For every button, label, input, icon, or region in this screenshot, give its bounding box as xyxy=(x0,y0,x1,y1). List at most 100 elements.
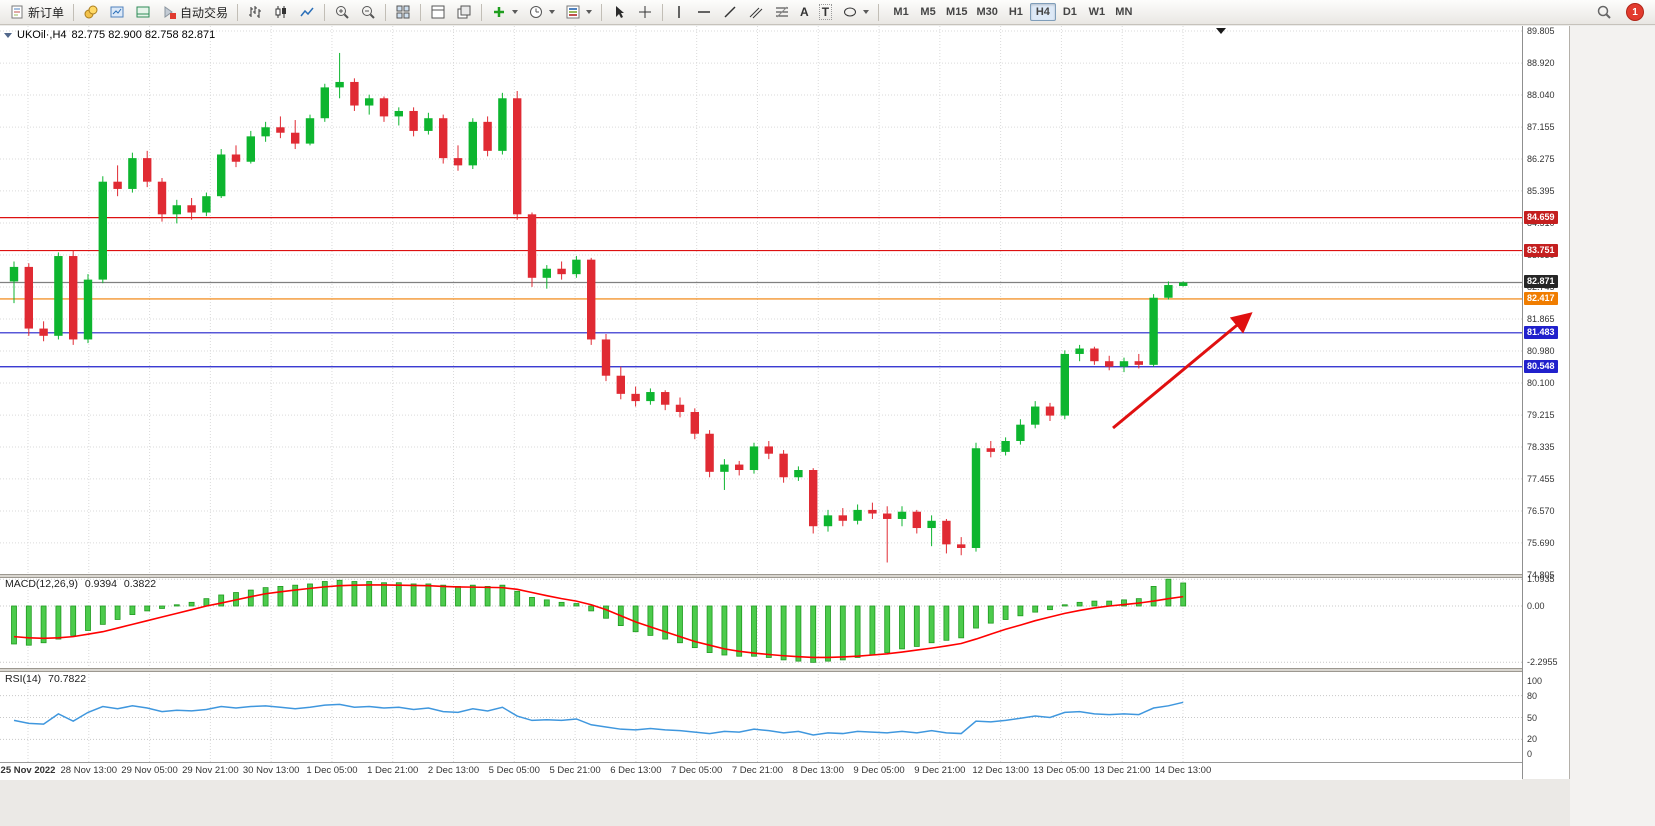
price-axis-label: 89.805 xyxy=(1527,26,1555,36)
cursor-icon xyxy=(616,6,625,18)
indicators-button[interactable] xyxy=(487,1,522,24)
time-axis-label: 1 Dec 05:00 xyxy=(306,765,358,776)
text-tool-icon: A xyxy=(800,5,809,19)
time-axis[interactable]: 25 Nov 2022 28 Nov 13:00 29 Nov 05:00 29 No… xyxy=(0,762,1522,780)
timeframe-D1[interactable]: D1 xyxy=(1062,6,1077,18)
toolbar-separator xyxy=(420,3,422,21)
price-axis-label: 78.335 xyxy=(1527,441,1555,452)
time-axis-label: 13 Dec 21:00 xyxy=(1093,765,1151,776)
channel-tool-button[interactable] xyxy=(744,1,768,24)
templates-button[interactable] xyxy=(561,1,596,24)
notification-count: 1 xyxy=(1632,6,1638,18)
price-axis[interactable]: 89.80588.92088.04087.15586.27585.39584.5… xyxy=(1522,26,1569,779)
cascade-windows-button[interactable] xyxy=(452,1,476,24)
timeframe-W1[interactable]: W1 xyxy=(1088,6,1106,18)
price-tag: 84.659 xyxy=(1524,210,1558,224)
time-axis-label: 9 Dec 05:00 xyxy=(853,765,905,776)
terminal-button[interactable] xyxy=(131,1,155,24)
scroll-to-end-marker[interactable] xyxy=(1216,28,1226,34)
horizontal-line-tool-button[interactable] xyxy=(692,1,716,24)
time-axis-label: 8 Dec 13:00 xyxy=(792,765,844,776)
timeframe-M5[interactable]: M5 xyxy=(920,6,936,18)
toolbar-separator xyxy=(662,3,664,21)
time-axis-label: 5 Dec 21:00 xyxy=(549,765,601,776)
time-axis-label: 5 Dec 05:00 xyxy=(488,765,540,776)
price-axis-label: 88.920 xyxy=(1527,58,1555,69)
price-axis-label: 81.865 xyxy=(1527,313,1555,324)
bar-chart-mode-button[interactable] xyxy=(243,1,267,24)
crosshair-tool-button[interactable] xyxy=(633,1,657,24)
dropdown-caret-icon xyxy=(512,10,519,14)
timeframe-MN[interactable]: MN xyxy=(1115,6,1133,18)
line-chart-icon xyxy=(300,7,314,17)
chart-canvas[interactable] xyxy=(0,26,1522,762)
coins-icon xyxy=(84,5,98,19)
rsi-scale-label: 50 xyxy=(1527,712,1538,723)
search-icon[interactable] xyxy=(1596,4,1612,20)
tile-windows-button[interactable] xyxy=(391,1,415,24)
line-chart-mode-button[interactable] xyxy=(295,1,319,24)
price-tag: 82.417 xyxy=(1524,291,1558,305)
macd-scale-label: 1.0935 xyxy=(1527,574,1555,585)
price-axis-label: 76.570 xyxy=(1527,505,1555,516)
notification-badge[interactable]: 1 xyxy=(1626,3,1644,21)
macd-scale-label: 0.00 xyxy=(1527,601,1545,611)
trendline-tool-button[interactable] xyxy=(718,1,742,24)
macd-name: MACD(12,26,9) xyxy=(5,578,78,590)
pane-divider-rsi[interactable] xyxy=(0,668,1569,672)
shapes-tool-button[interactable] xyxy=(838,1,873,24)
toolbar-separator xyxy=(237,3,239,21)
market-watch-button[interactable] xyxy=(79,1,103,24)
zoom-in-button[interactable] xyxy=(330,1,354,24)
one-click-trading-icon[interactable] xyxy=(4,32,12,38)
toolbar-separator xyxy=(73,3,75,21)
auto-trading-button[interactable]: 自动交易 xyxy=(157,1,232,24)
ohlc-values: 82.775 82.900 82.758 82.871 xyxy=(71,29,216,41)
arrange-windows-icon xyxy=(431,5,445,19)
grid xyxy=(0,26,1522,762)
vertical-line-tool-button[interactable] xyxy=(668,1,690,24)
price-axis-label: 79.215 xyxy=(1527,410,1555,421)
timeframe-M30[interactable]: M30 xyxy=(976,6,998,18)
price-tag: 82.871 xyxy=(1524,275,1558,289)
text-tool-button[interactable]: A xyxy=(796,1,813,24)
candlesticks xyxy=(9,52,1188,563)
periods-button[interactable] xyxy=(524,1,559,24)
price-axis-label: 77.455 xyxy=(1527,473,1555,484)
new-order-label: 新订单 xyxy=(28,5,65,20)
price-axis-label: 86.275 xyxy=(1527,154,1555,165)
new-order-button[interactable]: 新订单 xyxy=(5,1,68,24)
profiles-button[interactable] xyxy=(105,1,129,24)
toolbar-separator xyxy=(878,3,880,21)
chart-title-overlay: UKOil·,H4 82.775 82.900 82.758 82.871 xyxy=(4,29,215,41)
terminal-icon xyxy=(136,6,150,18)
toolbar-separator xyxy=(324,3,326,21)
time-axis-label: 12 Dec 13:00 xyxy=(972,765,1029,776)
price-axis-label: 75.690 xyxy=(1527,537,1555,548)
toolbar: 新订单 自动交易 xyxy=(0,0,1655,25)
time-axis-label: 29 Nov 21:00 xyxy=(182,765,239,776)
template-icon xyxy=(566,5,580,19)
trend-arrow-annotation[interactable] xyxy=(1112,312,1253,430)
timeframe-H1[interactable]: H1 xyxy=(1008,6,1023,18)
macd-indicator xyxy=(11,578,1187,663)
label-tool-icon: T xyxy=(818,4,833,20)
timeframe-H4[interactable]: H4 xyxy=(1029,3,1056,21)
rsi-scale-label: 100 xyxy=(1527,676,1543,686)
label-tool-button[interactable]: T xyxy=(815,1,836,24)
candle-chart-mode-button[interactable] xyxy=(269,1,293,24)
vertical-line-icon xyxy=(678,6,680,18)
auto-trading-icon xyxy=(164,6,177,19)
dropdown-caret-icon xyxy=(549,10,556,14)
timeframe-M15[interactable]: M15 xyxy=(946,6,968,18)
timeframe-M1[interactable]: M1 xyxy=(893,6,909,18)
time-axis-label: 6 Dec 13:00 xyxy=(610,765,662,776)
fibonacci-tool-button[interactable] xyxy=(770,1,794,24)
arrange-windows-button[interactable] xyxy=(426,1,450,24)
zoom-out-button[interactable] xyxy=(356,1,380,24)
price-axis-label: 85.395 xyxy=(1527,185,1555,196)
time-axis-label: 29 Nov 05:00 xyxy=(121,765,178,776)
horizontal-line-objects[interactable] xyxy=(0,217,1522,368)
pane-divider-macd[interactable] xyxy=(0,574,1569,578)
cursor-tool-button[interactable] xyxy=(607,1,631,24)
